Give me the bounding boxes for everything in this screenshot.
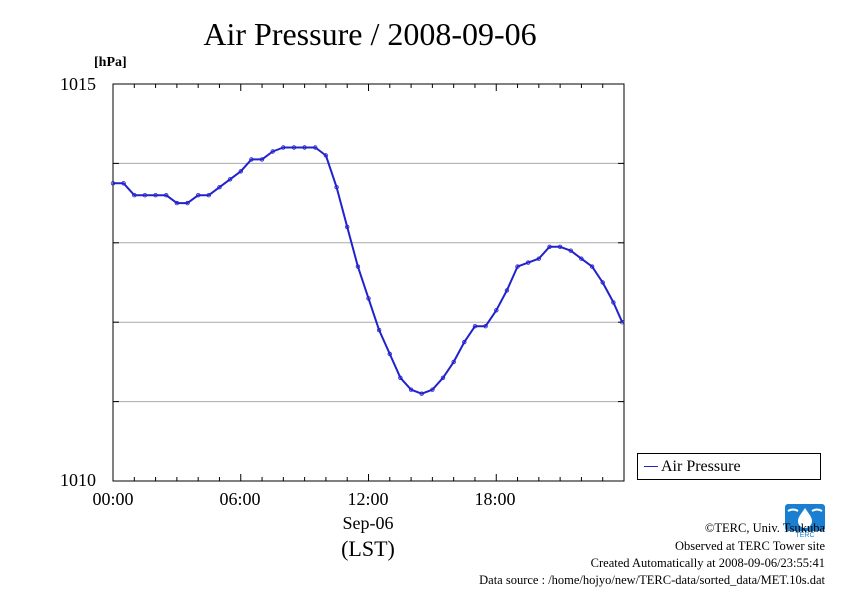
data-point-35 <box>483 324 488 329</box>
data-point-7 <box>185 200 190 206</box>
data-point-5 <box>163 192 169 198</box>
data-point-34 <box>472 324 478 329</box>
data-point-19 <box>313 145 318 150</box>
data-point-12 <box>238 169 243 174</box>
data-point-38 <box>515 264 520 269</box>
data-point-9 <box>206 192 211 198</box>
legend-label-air-pressure: Air Pressure <box>661 458 741 475</box>
data-point-30 <box>430 387 435 392</box>
data-point-22 <box>345 224 350 230</box>
chart-title: Air Pressure / 2008-09-06 <box>203 16 537 52</box>
data-point-27 <box>398 375 403 380</box>
data-point-33 <box>462 339 467 345</box>
footer-source: Data source : /home/hojyo/new/TERC-data/… <box>479 573 825 587</box>
terc-logo: TERC <box>785 504 825 538</box>
data-point-26 <box>387 351 392 357</box>
data-point-45 <box>589 264 595 269</box>
data-point-14 <box>259 157 265 162</box>
data-point-8 <box>195 192 201 198</box>
data-point-11 <box>227 177 233 182</box>
data-point-6 <box>174 200 180 206</box>
footer-copyright: ©TERC, Univ. Tsukuba <box>704 521 825 535</box>
series-line-0 <box>113 146 624 395</box>
data-point-24 <box>366 296 371 301</box>
data-point-21 <box>334 184 339 190</box>
data-point-3 <box>142 192 148 198</box>
data-point-41 <box>547 244 552 249</box>
axis-ticks <box>112 83 625 482</box>
data-point-36 <box>494 308 499 313</box>
data-point-10 <box>217 184 222 190</box>
data-point-39 <box>526 260 531 265</box>
plot-frame <box>112 83 625 482</box>
data-point-42 <box>557 244 563 249</box>
y-tick-label-min: 1010 <box>60 470 96 490</box>
footer-observed: Observed at TERC Tower site <box>674 539 825 553</box>
data-point-13 <box>249 157 254 162</box>
gridlines <box>113 162 624 403</box>
data-point-23 <box>355 264 361 269</box>
data-point-25 <box>376 327 382 333</box>
x-tick-label-0000: 00:00 <box>92 489 134 509</box>
data-point-17 <box>291 145 297 150</box>
x-tick-label-1800: 18:00 <box>474 489 516 509</box>
y-tick-label-max: 1015 <box>60 74 96 94</box>
svg-text:TERC: TERC <box>795 532 814 538</box>
data-point-47 <box>611 300 616 305</box>
data-point-16 <box>281 145 286 150</box>
data-point-31 <box>440 375 446 380</box>
data-point-40 <box>536 256 541 261</box>
data-point-43 <box>568 248 573 253</box>
y-axis-unit: [hPa] <box>94 55 127 70</box>
data-point-37 <box>504 288 510 293</box>
data-point-32 <box>451 359 456 365</box>
data-point-46 <box>600 280 605 285</box>
data-point-4 <box>153 192 158 198</box>
data-point-44 <box>579 256 584 261</box>
data-point-20 <box>323 153 329 158</box>
data-point-1 <box>121 181 126 186</box>
x-tick-label-1200: 12:00 <box>347 489 389 509</box>
x-tick-label-0600: 06:00 <box>219 489 261 509</box>
data-point-18 <box>302 145 307 150</box>
footer-created: Created Automatically at 2008-09-06/23:5… <box>590 556 825 570</box>
data-point-29 <box>419 391 424 396</box>
legend: Air Pressure <box>637 453 821 480</box>
data-point-28 <box>408 387 414 392</box>
data-point-48 <box>620 320 625 325</box>
series-air-pressure <box>110 145 625 396</box>
x-timezone-label: (LST) <box>341 536 395 561</box>
data-point-15 <box>270 149 275 154</box>
x-date-label: Sep-06 <box>342 513 394 533</box>
data-point-0 <box>110 181 116 186</box>
data-point-2 <box>132 192 137 198</box>
legend-swatch-air-pressure <box>644 466 658 467</box>
